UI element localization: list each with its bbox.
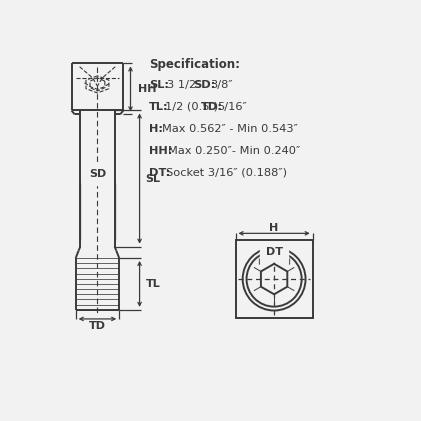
Text: DT:: DT: — [149, 168, 171, 178]
Text: H: H — [269, 223, 279, 232]
Text: SD: SD — [89, 169, 106, 179]
Text: 1/2 (0.5″): 1/2 (0.5″) — [165, 102, 218, 112]
Text: 3/8″: 3/8″ — [210, 80, 233, 90]
Text: Max 0.250″- Min 0.240″: Max 0.250″- Min 0.240″ — [168, 146, 300, 156]
Bar — [235, 240, 313, 317]
Text: TD: TD — [89, 321, 106, 331]
Text: SL: SL — [145, 173, 160, 184]
Text: 5/16″: 5/16″ — [217, 102, 246, 112]
Text: Socket 3/16″ (0.188″): Socket 3/16″ (0.188″) — [165, 168, 287, 178]
Text: TL:: TL: — [149, 102, 169, 112]
Text: Specification:: Specification: — [149, 58, 240, 71]
Text: HH:: HH: — [149, 146, 173, 156]
Text: SD:: SD: — [193, 80, 216, 90]
Text: SL:: SL: — [149, 80, 169, 90]
Text: Max 0.562″ - Min 0.543″: Max 0.562″ - Min 0.543″ — [162, 124, 298, 134]
Text: TD:: TD: — [200, 102, 223, 112]
Text: H:: H: — [149, 124, 163, 134]
Text: 3 1/2″: 3 1/2″ — [167, 80, 200, 90]
Text: HH: HH — [138, 84, 156, 94]
Text: DT: DT — [266, 247, 282, 257]
Text: TL: TL — [145, 279, 160, 289]
